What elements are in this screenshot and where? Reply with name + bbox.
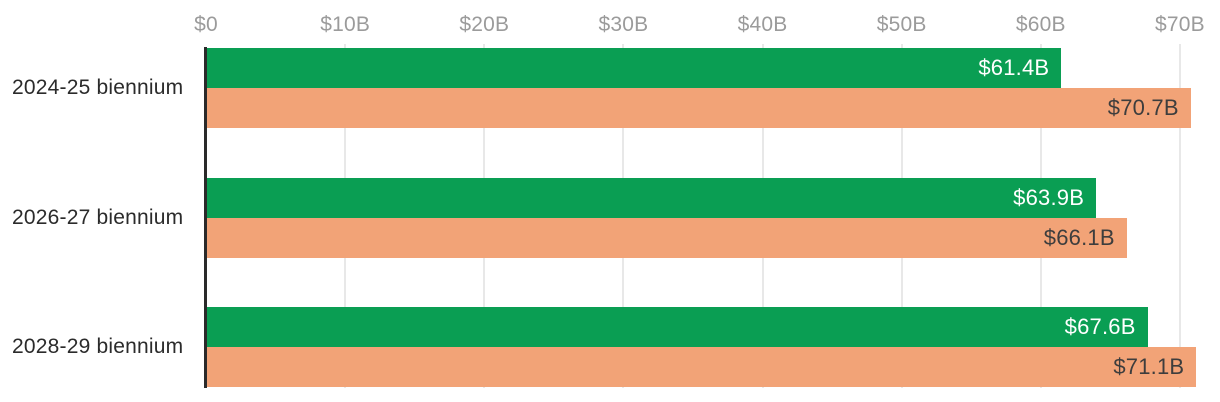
category-label: 2028-29 biennium [12, 335, 184, 358]
x-axis-tick-label: $50B [876, 13, 927, 36]
x-axis-tick-label: $40B [737, 13, 788, 36]
bar-green_series: $61.4B [207, 48, 1062, 88]
bar-orange_series: $71.1B [207, 347, 1197, 387]
category-label: 2026-27 biennium [12, 205, 184, 229]
bar-value-label: $61.4B [978, 55, 1050, 80]
x-axis-tick-label: $70B [1155, 13, 1205, 36]
bar-orange_series: $66.1B [207, 217, 1127, 258]
category-label: 2024-25 biennium [12, 76, 184, 99]
bar-value-label: $71.1B [1113, 354, 1185, 379]
bar-value-label: $66.1B [1043, 224, 1115, 250]
x-axis-tick-label: $10B [320, 13, 371, 36]
bar-value-label: $67.6B [1064, 314, 1136, 339]
x-axis-tick-label: $0 [194, 13, 218, 36]
bar-value-label: $70.7B [1107, 95, 1179, 120]
x-axis-tick-label: $30B [598, 13, 649, 36]
x-axis-tick-label: $60B [1015, 13, 1066, 36]
gridline [1178, 44, 1181, 388]
zero-axis-line [204, 47, 207, 388]
bar-green_series: $67.6B [207, 307, 1148, 347]
bar-value-label: $63.9B [1013, 184, 1085, 210]
bar-orange_series: $70.7B [207, 88, 1191, 128]
bar-green_series: $63.9B [207, 177, 1097, 218]
x-axis-tick-label: $20B [459, 13, 510, 36]
